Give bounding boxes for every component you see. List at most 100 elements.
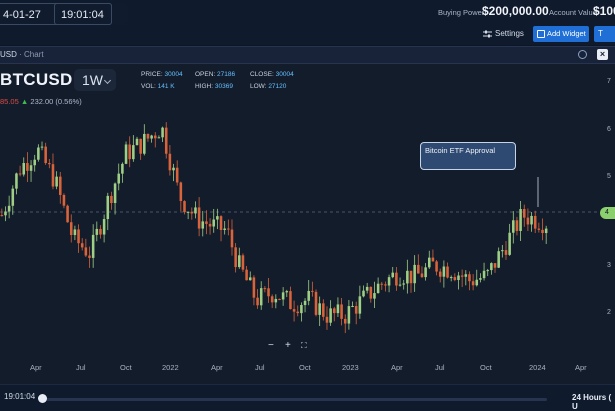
candle-body bbox=[351, 305, 354, 307]
candle-body bbox=[544, 228, 548, 234]
x-tick: 2023 bbox=[342, 363, 359, 372]
current-price-tag: 4 bbox=[600, 207, 615, 219]
candle-body bbox=[512, 220, 515, 233]
timeline-range[interactable]: 24 Hours ( U bbox=[572, 393, 612, 411]
chart-panel bbox=[0, 46, 615, 384]
candle-body bbox=[285, 291, 289, 293]
vol-value: 141 K bbox=[157, 83, 175, 90]
candle-body bbox=[533, 215, 537, 229]
close-icon[interactable]: × bbox=[597, 49, 608, 60]
candle-body bbox=[303, 300, 307, 306]
candle-body bbox=[300, 305, 303, 314]
time-field[interactable]: 19:01:04 bbox=[54, 3, 112, 25]
timeline-bar bbox=[0, 384, 615, 411]
x-tick: 2024 bbox=[529, 363, 546, 372]
open-label: OPEN: bbox=[195, 71, 216, 78]
candle-body bbox=[212, 219, 215, 227]
link-icon[interactable] bbox=[578, 50, 587, 59]
candle-body bbox=[340, 304, 343, 319]
account-value-label: Account Value bbox=[549, 8, 597, 17]
price-tag-value: 4 bbox=[605, 209, 609, 216]
candle-body bbox=[256, 297, 259, 306]
y-tick: 6 bbox=[607, 126, 611, 133]
candle-body bbox=[179, 182, 183, 202]
candle-body bbox=[504, 250, 508, 255]
candle-body bbox=[438, 271, 442, 277]
zoom-out-button[interactable]: − bbox=[268, 340, 274, 351]
annotation-text: Bitcoin ETF Approval bbox=[425, 146, 496, 155]
candle-body bbox=[519, 209, 522, 231]
candle-body bbox=[358, 296, 362, 314]
candle-body bbox=[343, 318, 347, 324]
candle-body bbox=[409, 270, 413, 284]
candle-body bbox=[227, 228, 230, 230]
candle-body bbox=[40, 146, 44, 148]
extra-toolbar-button[interactable]: T bbox=[594, 26, 615, 42]
y-tick: 2 bbox=[607, 309, 611, 316]
candle-body bbox=[515, 220, 519, 231]
x-tick: Jul bbox=[76, 363, 86, 372]
change-neg: 85.05 bbox=[0, 97, 19, 106]
high-value: 30369 bbox=[214, 83, 233, 90]
y-tick: 3 bbox=[607, 262, 611, 269]
price-change: 85.05 ▲ 232.00 (0.56%) bbox=[0, 97, 82, 106]
extra-toolbar-label: T bbox=[598, 29, 603, 38]
high-label: HIGH: bbox=[195, 83, 214, 90]
candle-body bbox=[117, 173, 121, 184]
candle-body bbox=[110, 195, 113, 204]
candle-body bbox=[197, 207, 201, 229]
candle-body bbox=[449, 277, 453, 279]
timeline-handle[interactable] bbox=[38, 394, 47, 403]
candle-body bbox=[471, 281, 475, 286]
candle-body bbox=[453, 277, 457, 281]
candle-body bbox=[431, 257, 435, 262]
add-widget-button[interactable]: Add Widget bbox=[533, 26, 589, 42]
y-tick: 5 bbox=[607, 173, 611, 180]
candle-body bbox=[62, 194, 66, 206]
candle-body bbox=[77, 229, 80, 244]
candle-body bbox=[278, 298, 281, 300]
candle-body bbox=[270, 296, 274, 303]
chart-header: USD · Chart × bbox=[0, 46, 615, 64]
timeline-track[interactable] bbox=[42, 398, 547, 401]
candle-body bbox=[161, 127, 164, 138]
candle-body bbox=[395, 272, 398, 286]
candle-body bbox=[194, 207, 197, 214]
candle-body bbox=[157, 137, 161, 139]
candle-body bbox=[190, 211, 194, 214]
zoom-in-button[interactable]: + bbox=[285, 340, 291, 351]
candle-body bbox=[69, 222, 73, 236]
low-stat: LOW: 27120 bbox=[250, 83, 286, 90]
candle-body bbox=[33, 159, 36, 166]
vol-label: VOL: bbox=[141, 83, 156, 90]
candle-body bbox=[7, 205, 11, 212]
candle-body bbox=[417, 264, 420, 274]
close-stat: CLOSE: 30004 bbox=[250, 71, 294, 78]
candle-body bbox=[292, 309, 296, 312]
sliders-icon bbox=[483, 30, 492, 38]
candle-body bbox=[333, 308, 336, 314]
candle-body bbox=[479, 278, 482, 280]
candle-body bbox=[124, 144, 128, 164]
candle-body bbox=[427, 257, 431, 268]
candle-body bbox=[248, 277, 252, 281]
candle-body bbox=[80, 243, 84, 248]
timeframe-select[interactable]: 1W bbox=[74, 69, 116, 91]
price-chart[interactable] bbox=[0, 62, 615, 362]
candle-body bbox=[435, 261, 438, 272]
close-value: 30004 bbox=[275, 71, 294, 78]
candle-body bbox=[501, 250, 504, 252]
candle-body bbox=[322, 303, 325, 317]
x-tick: Oct bbox=[480, 363, 492, 372]
candle-body bbox=[201, 221, 205, 229]
fit-screen-button[interactable]: ⛶ bbox=[301, 341, 307, 350]
candle-body bbox=[475, 279, 479, 286]
candle-body bbox=[530, 215, 533, 225]
x-tick: Apr bbox=[30, 363, 42, 372]
settings-button[interactable]: Settings bbox=[483, 29, 524, 38]
buying-power-value: $200,000.00 bbox=[482, 4, 549, 18]
candle-body bbox=[468, 274, 471, 282]
open-value: 27186 bbox=[217, 71, 236, 78]
candle-body bbox=[11, 188, 15, 206]
x-tick: Oct bbox=[299, 363, 311, 372]
